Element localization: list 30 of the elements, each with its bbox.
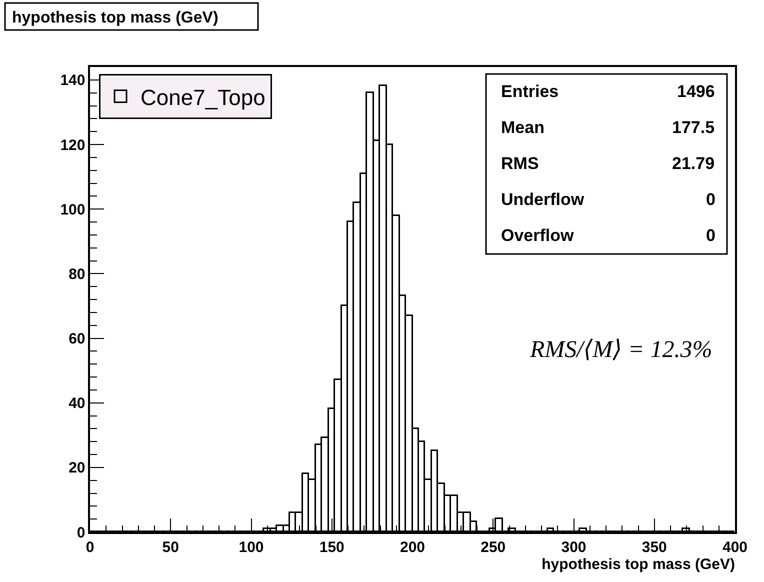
annotation: RMS/⟨M⟩ = 12.3%	[529, 337, 712, 363]
y-tick-label: 40	[68, 395, 86, 412]
x-tick-label: 150	[319, 538, 344, 556]
y-tick-label: 80	[68, 266, 86, 283]
annotation: 177.5	[672, 118, 715, 137]
y-tick-label: 20	[68, 460, 86, 477]
x-tick-label: 50	[162, 538, 179, 556]
annotation: Overflow	[501, 226, 575, 245]
legend-label: Cone7_Topo	[140, 84, 266, 110]
y-tick-label: 60	[68, 330, 86, 348]
annotation: 0	[706, 190, 716, 209]
x-tick-label: 300	[561, 538, 586, 556]
x-tick-label: 350	[642, 538, 667, 556]
y-tick-label: 120	[60, 136, 86, 154]
x-tick-label: 100	[238, 538, 264, 556]
annotation: Mean	[501, 118, 544, 137]
annotation: Entries	[501, 82, 559, 101]
x-tick-label: 250	[480, 538, 506, 556]
annotation: RMS	[501, 154, 539, 173]
annotation: 1496	[677, 82, 715, 101]
chart-title: hypothesis top mass (GeV)	[12, 10, 218, 27]
annotation: 21.79	[672, 154, 715, 173]
x-tick-label: 200	[400, 538, 426, 556]
x-tick-label: 400	[722, 538, 748, 556]
y-tick-label: 0	[76, 524, 86, 542]
annotation: Underflow	[501, 190, 585, 209]
x-axis-title: hypothesis top mass (GeV)	[542, 556, 736, 573]
annotation: 0	[706, 226, 716, 245]
y-tick-label: 140	[60, 72, 86, 90]
y-tick-label: 100	[60, 201, 86, 218]
